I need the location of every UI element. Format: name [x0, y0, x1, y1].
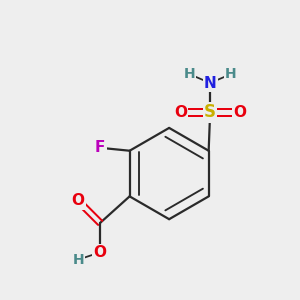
Text: S: S	[204, 103, 216, 122]
Text: N: N	[204, 76, 217, 91]
Text: O: O	[72, 193, 85, 208]
Text: F: F	[95, 140, 105, 155]
Text: H: H	[225, 67, 237, 81]
Text: O: O	[174, 105, 187, 120]
Text: H: H	[184, 67, 195, 81]
Text: H: H	[72, 253, 84, 267]
Text: O: O	[94, 245, 107, 260]
Text: O: O	[233, 105, 246, 120]
